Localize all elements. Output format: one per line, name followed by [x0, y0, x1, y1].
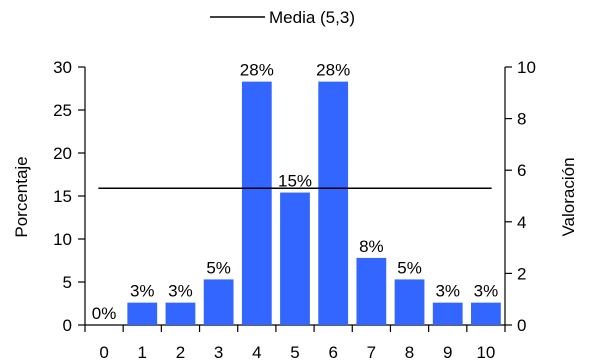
- bar-data-label: 3%: [435, 282, 460, 301]
- y-tick-label: 10: [53, 230, 72, 249]
- bar: [471, 302, 501, 325]
- bar-data-label: 28%: [316, 61, 350, 80]
- y-tick-label: 30: [53, 58, 72, 77]
- x-tick-label: 5: [290, 343, 299, 362]
- x-tick-label: 2: [176, 343, 185, 362]
- y-axis-right: 0 2 4 6 8 10: [504, 58, 536, 335]
- bar-data-label: 8%: [359, 237, 384, 256]
- y-tick-label: 0: [63, 316, 72, 335]
- bar-labels: 0% 3% 3% 5% 28% 15% 28% 8% 5% 3% 3%: [92, 61, 498, 323]
- bar-data-label: 28%: [240, 61, 274, 80]
- bar-data-label: 0%: [92, 304, 117, 323]
- y-axis-left: 0 5 10 15 20 25 30: [53, 58, 86, 335]
- bar: [280, 192, 310, 325]
- bar-data-label: 5%: [206, 258, 231, 277]
- y2-tick-label: 4: [517, 213, 526, 232]
- x-tick-label: 8: [405, 343, 414, 362]
- x-tick-label: 1: [138, 343, 147, 362]
- x-tick-label: 0: [99, 343, 108, 362]
- x-axis: 0 1 2 3 4 5 6 7 8 9 10: [84, 324, 506, 362]
- x-tick-label: 10: [476, 343, 495, 362]
- bar: [394, 279, 425, 325]
- y-axis-label: Porcentaje: [12, 156, 31, 237]
- x-tick-label: 9: [443, 343, 452, 362]
- y-tick-label: 15: [53, 187, 72, 206]
- y2-tick-label: 8: [517, 110, 526, 129]
- bar-data-label: 15%: [278, 172, 312, 191]
- x-tick-label: 7: [367, 343, 376, 362]
- bar-data-label: 3%: [168, 282, 193, 301]
- y2-tick-label: 2: [517, 264, 526, 283]
- bar: [432, 302, 463, 325]
- x-tick-label: 6: [328, 343, 337, 362]
- y2-axis-label: Valoración: [559, 157, 578, 236]
- y-tick-label: 20: [53, 144, 72, 163]
- y-tick-label: 5: [63, 273, 72, 292]
- bar: [318, 81, 349, 326]
- bar-data-label: 5%: [397, 258, 422, 277]
- bar: [165, 302, 196, 325]
- x-tick-label: 4: [252, 343, 261, 362]
- legend: Media (5,3): [210, 8, 355, 27]
- bar: [241, 81, 272, 326]
- bar-data-label: 3%: [474, 282, 499, 301]
- legend-label: Media (5,3): [269, 8, 355, 27]
- bar: [127, 302, 158, 325]
- bar: [203, 279, 234, 325]
- y2-tick-label: 10: [517, 58, 536, 77]
- y2-tick-label: 6: [517, 161, 526, 180]
- bar: [356, 257, 387, 325]
- y-tick-label: 25: [53, 101, 72, 120]
- y2-tick-label: 0: [517, 316, 526, 335]
- x-tick-label: 3: [214, 343, 223, 362]
- bars: [127, 81, 501, 326]
- bar-data-label: 3%: [130, 282, 155, 301]
